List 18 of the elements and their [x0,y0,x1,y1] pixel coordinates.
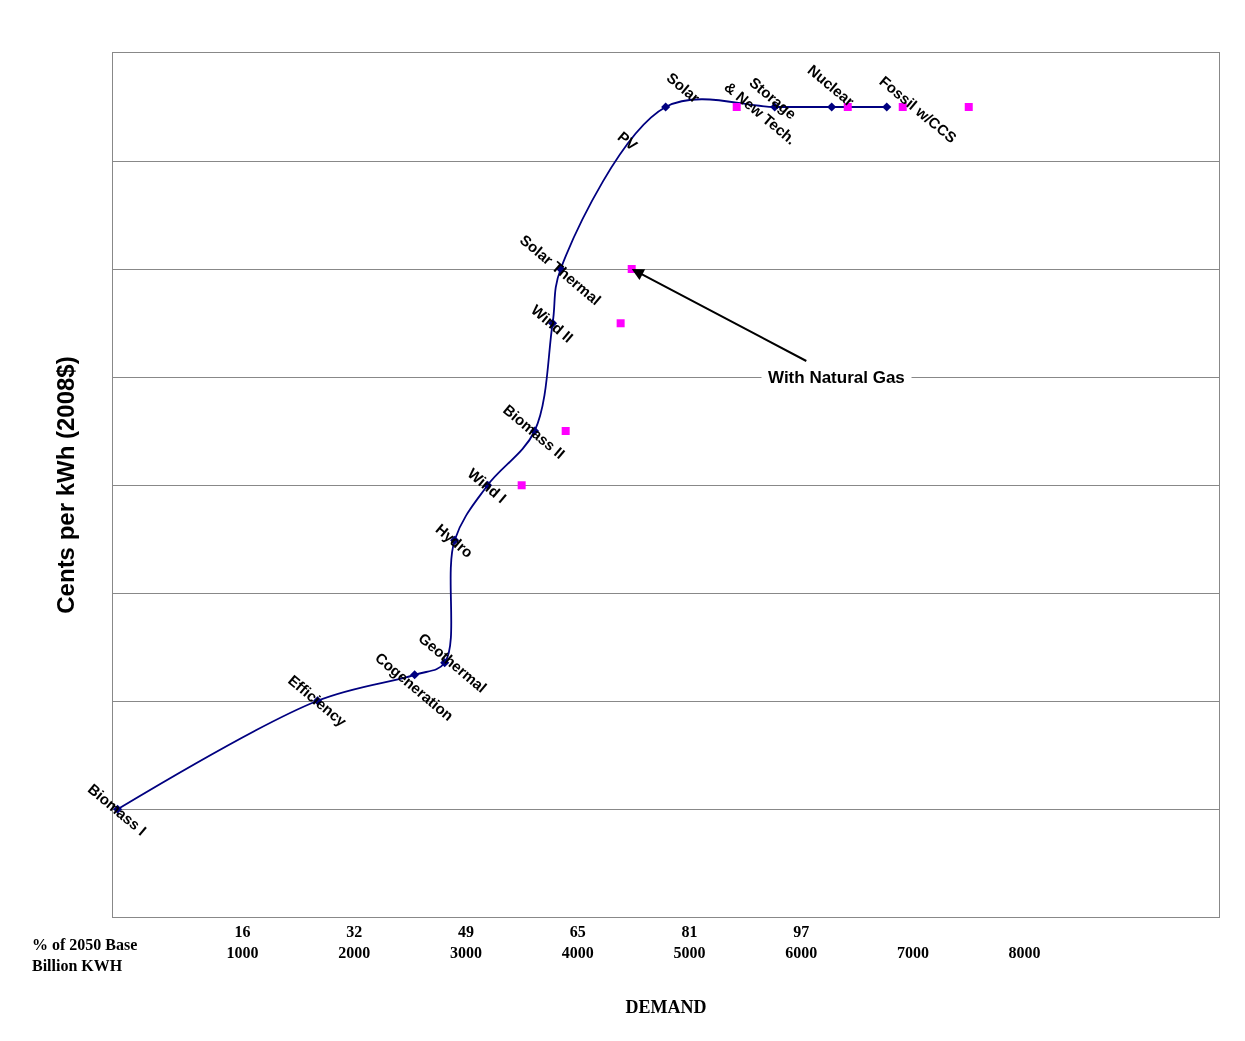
point [616,319,625,328]
x-tick-label: 81 5000 [673,923,706,961]
x-tick-label: 97 6000 [785,923,818,961]
point [964,103,973,111]
text: % of 2050 Base Billion KWH [32,936,138,974]
x-tick-label: 7000 [896,944,929,961]
annotation: With Natural Gas [768,368,905,387]
x-tick-label: 16 1000 [226,923,259,961]
point [561,427,570,435]
x-tick-label: 32 2000 [338,923,371,961]
y-axis-title: Cents per kWh (2008$) [52,356,80,614]
point [661,102,671,112]
point [517,481,526,490]
annotation: PV [614,127,641,154]
x-tick-label: 65 4000 [561,923,594,961]
x-tick-label: 8000 [1008,944,1041,961]
x-tick-label: 49 3000 [450,923,483,961]
x-axis-title: DEMAND [625,997,707,1018]
